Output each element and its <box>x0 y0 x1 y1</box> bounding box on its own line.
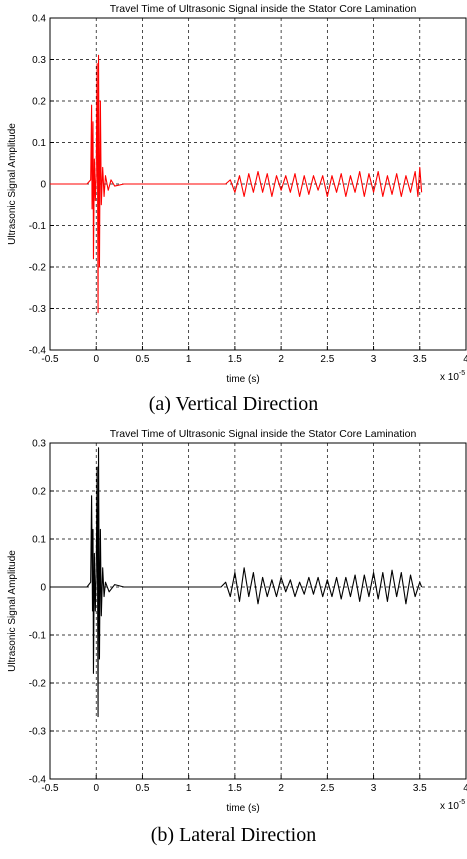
chart-b-svg: Travel Time of Ultrasonic Signal inside … <box>7 428 467 814</box>
y-tick-label: -0.4 <box>29 346 47 357</box>
chart-a-series <box>50 54 423 314</box>
chart-a-x-multiplier: x 10-5 <box>440 370 465 383</box>
chart-panel-b: Travel Time of Ultrasonic Signal inside … <box>0 425 467 820</box>
y-tick-label: 0.1 <box>32 138 46 149</box>
x-tick-label: 3.5 <box>413 354 427 365</box>
x-tick-label: 1.5 <box>228 783 242 794</box>
x-tick-label: 4 <box>463 354 467 365</box>
y-tick-label: 0 <box>40 180 46 191</box>
x-tick-label: 4 <box>463 783 467 794</box>
x-tick-label: -0.5 <box>41 354 59 365</box>
y-tick-label: -0.3 <box>29 727 47 738</box>
x-tick-label: 2.5 <box>320 783 334 794</box>
y-tick-label: -0.2 <box>29 679 47 690</box>
chart-b-series <box>50 447 423 718</box>
y-tick-label: -0.1 <box>29 221 47 232</box>
chart-a-y-ticks: 0.4 0.3 0.2 0.1 0 -0.1 -0.2 -0.3 -0.4 <box>29 14 54 357</box>
chart-a-title: Travel Time of Ultrasonic Signal inside … <box>110 3 417 15</box>
x-tick-label: 3.5 <box>413 783 427 794</box>
y-tick-label: 0.2 <box>32 97 46 108</box>
chart-a-xlabel: time (s) <box>226 374 259 385</box>
x-tick-label: 2 <box>278 354 284 365</box>
chart-b-grid <box>50 443 466 779</box>
x-tick-label: -0.5 <box>41 783 59 794</box>
chart-a-svg: Travel Time of Ultrasonic Signal inside … <box>7 3 467 385</box>
caption-a: (a) Vertical Direction <box>148 393 319 415</box>
x-tick-label: 1.5 <box>228 354 242 365</box>
x-tick-label: 0 <box>93 354 99 365</box>
y-tick-label: 0 <box>40 583 46 594</box>
chart-panel-a: Travel Time of Ultrasonic Signal inside … <box>0 0 467 390</box>
y-tick-label: -0.2 <box>29 263 47 274</box>
chart-b-y-ticks: 0.3 0.2 0.1 0 -0.1 -0.2 -0.3 -0.4 <box>29 439 54 786</box>
chart-b-x-ticks: -0.5 0 0.5 1 1.5 2 2.5 3 3.5 4 <box>41 775 467 794</box>
chart-a-plot-area <box>49 17 467 351</box>
y-tick-label: 0.2 <box>32 487 46 498</box>
x-tick-label: 2.5 <box>320 354 334 365</box>
x-tick-label: 0.5 <box>135 354 149 365</box>
x-tick-label: 3 <box>371 783 377 794</box>
chart-b-x-multiplier: x 10-5 <box>440 799 465 812</box>
y-tick-label: -0.4 <box>29 775 47 786</box>
chart-b-title: Travel Time of Ultrasonic Signal inside … <box>110 428 417 440</box>
y-tick-label: 0.3 <box>32 439 46 450</box>
x-tick-label: 1 <box>186 783 192 794</box>
signal-line <box>50 447 423 718</box>
y-tick-label: -0.1 <box>29 631 47 642</box>
y-tick-label: 0.4 <box>32 14 46 25</box>
y-tick-label: 0.3 <box>32 55 46 66</box>
caption-b: (b) Lateral Direction <box>150 824 317 846</box>
x-tick-label: 2 <box>278 783 284 794</box>
x-tick-label: 3 <box>371 354 377 365</box>
x-tick-label: 0 <box>93 783 99 794</box>
chart-b-xlabel: time (s) <box>226 803 259 814</box>
signal-line <box>50 54 423 314</box>
chart-a-grid <box>50 18 466 350</box>
chart-b-ylabel: Ultrasonic Signal Amplitude <box>7 550 18 672</box>
chart-a-x-ticks: -0.5 0 0.5 1 1.5 2 2.5 3 3.5 4 <box>41 346 467 365</box>
chart-a-ylabel: Ultrasonic Signal Amplitude <box>7 123 18 245</box>
x-tick-label: 1 <box>186 354 192 365</box>
y-tick-label: -0.3 <box>29 304 47 315</box>
y-tick-label: 0.1 <box>32 535 46 546</box>
x-tick-label: 0.5 <box>135 783 149 794</box>
chart-b-plot-area <box>49 442 467 780</box>
